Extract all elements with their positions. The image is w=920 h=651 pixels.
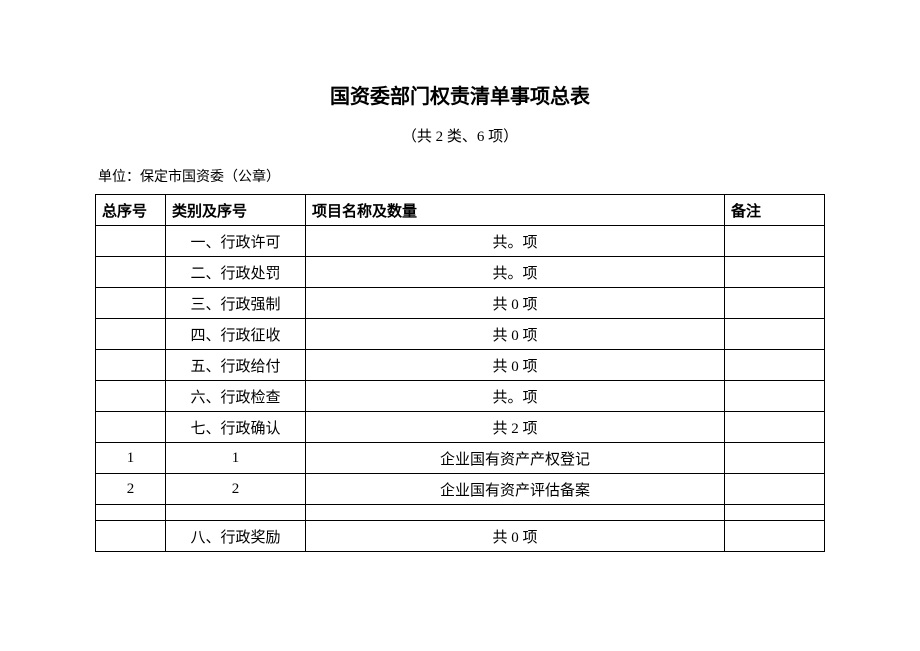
cell-name: 共 0 项 xyxy=(306,288,725,319)
gap-cell xyxy=(166,505,306,521)
summary-table: 总序号 类别及序号 项目名称及数量 备注 一、行政许可 共。项 二、行政处罚 共… xyxy=(95,194,825,552)
cell-seq: 2 xyxy=(96,474,166,505)
cell-category: 七、行政确认 xyxy=(166,412,306,443)
document-subtitle: （共 2 类、6 项） xyxy=(95,125,825,146)
cell-name: 企业国有资产产权登记 xyxy=(306,443,725,474)
cell-category: 2 xyxy=(166,474,306,505)
table-body: 一、行政许可 共。项 二、行政处罚 共。项 三、行政强制 共 0 项 四、行政征… xyxy=(96,226,825,552)
cell-note xyxy=(725,319,825,350)
gap-cell xyxy=(96,505,166,521)
table-row: 2 2 企业国有资产评估备案 xyxy=(96,474,825,505)
table-row: 八、行政奖励 共 0 项 xyxy=(96,521,825,552)
cell-category: 一、行政许可 xyxy=(166,226,306,257)
cell-seq xyxy=(96,319,166,350)
cell-category: 二、行政处罚 xyxy=(166,257,306,288)
unit-label: 单位：保定市国资委（公章） xyxy=(95,166,825,186)
table-row: 六、行政检查 共。项 xyxy=(96,381,825,412)
cell-note xyxy=(725,257,825,288)
cell-note xyxy=(725,474,825,505)
table-row: 1 1 企业国有资产产权登记 xyxy=(96,443,825,474)
cell-seq xyxy=(96,350,166,381)
cell-name: 共。项 xyxy=(306,381,725,412)
gap-cell xyxy=(725,505,825,521)
cell-name: 共 0 项 xyxy=(306,319,725,350)
cell-note xyxy=(725,381,825,412)
table-row: 七、行政确认 共 2 项 xyxy=(96,412,825,443)
cell-category: 六、行政检查 xyxy=(166,381,306,412)
cell-name: 企业国有资产评估备案 xyxy=(306,474,725,505)
gap-cell xyxy=(306,505,725,521)
table-row: 四、行政征收 共 0 项 xyxy=(96,319,825,350)
cell-seq xyxy=(96,412,166,443)
cell-name: 共 0 项 xyxy=(306,521,725,552)
cell-category: 五、行政给付 xyxy=(166,350,306,381)
cell-category: 八、行政奖励 xyxy=(166,521,306,552)
header-seq: 总序号 xyxy=(96,195,166,226)
cell-note xyxy=(725,350,825,381)
cell-seq xyxy=(96,257,166,288)
table-gap-row xyxy=(96,505,825,521)
document-title: 国资委部门权责清单事项总表 xyxy=(95,80,825,109)
cell-note xyxy=(725,226,825,257)
cell-seq xyxy=(96,381,166,412)
header-category: 类别及序号 xyxy=(166,195,306,226)
cell-seq xyxy=(96,288,166,319)
cell-note xyxy=(725,412,825,443)
cell-name: 共。项 xyxy=(306,226,725,257)
table-row: 五、行政给付 共 0 项 xyxy=(96,350,825,381)
cell-name: 共 2 项 xyxy=(306,412,725,443)
cell-name: 共。项 xyxy=(306,257,725,288)
cell-category: 三、行政强制 xyxy=(166,288,306,319)
cell-seq xyxy=(96,521,166,552)
cell-category: 四、行政征收 xyxy=(166,319,306,350)
cell-note xyxy=(725,521,825,552)
cell-category: 1 xyxy=(166,443,306,474)
table-row: 一、行政许可 共。项 xyxy=(96,226,825,257)
table-row: 三、行政强制 共 0 项 xyxy=(96,288,825,319)
cell-name: 共 0 项 xyxy=(306,350,725,381)
cell-seq xyxy=(96,226,166,257)
table-header-row: 总序号 类别及序号 项目名称及数量 备注 xyxy=(96,195,825,226)
cell-seq: 1 xyxy=(96,443,166,474)
table-row: 二、行政处罚 共。项 xyxy=(96,257,825,288)
header-note: 备注 xyxy=(725,195,825,226)
header-name: 项目名称及数量 xyxy=(306,195,725,226)
cell-note xyxy=(725,288,825,319)
cell-note xyxy=(725,443,825,474)
